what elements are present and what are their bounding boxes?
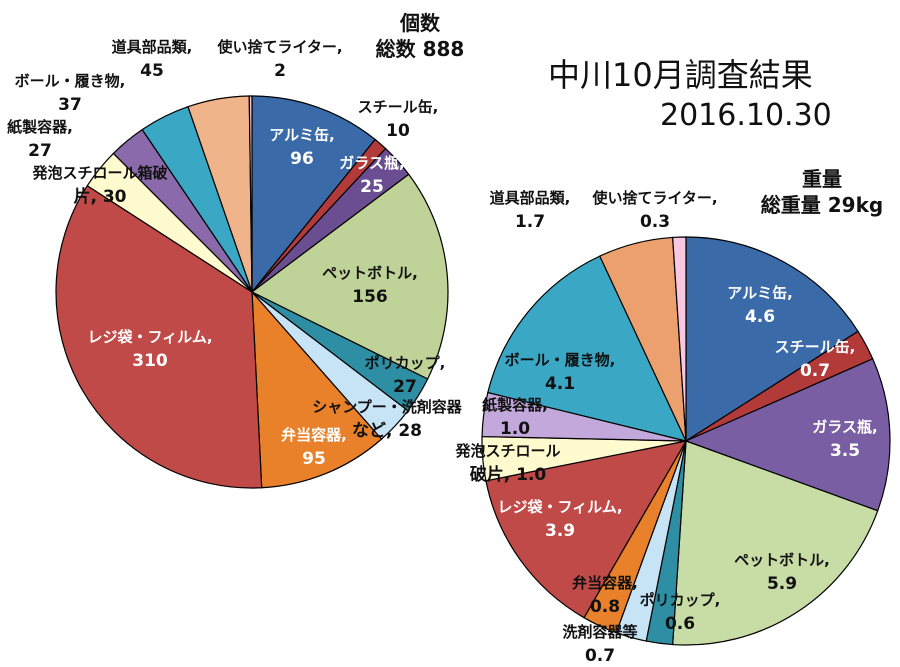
weight-chart-title: 重量	[802, 167, 842, 191]
count-label-1: スチール缶, 10	[358, 98, 439, 141]
survey-date: 2016.10.30	[660, 98, 832, 133]
count-chart-header: 個数 総数 888	[355, 10, 485, 62]
weight-slice-0	[685, 236, 859, 443]
weight-label-5: 洗剤容器等 0.7	[562, 623, 637, 666]
weight-slice-3	[672, 440, 879, 646]
weight-label-0: アルミ缶, 4.6	[727, 284, 793, 327]
weight-label-6: 弁当容器, 0.8	[572, 574, 638, 617]
count-label-5: シャンプー・洗剤容器など, 28	[312, 398, 463, 441]
count-label-6: 弁当容器, 95	[281, 426, 347, 469]
count-slice-0	[251, 95, 376, 294]
weight-slice-10	[487, 255, 688, 442]
count-label-8: 発泡スチロール箱破片, 30	[31, 164, 167, 207]
count-chart-title: 個数	[400, 11, 440, 35]
page-title: 中川10月調査結果	[548, 56, 813, 94]
count-slice-12	[248, 95, 253, 293]
weight-slice-2	[684, 358, 891, 512]
count-label-2: ガラス瓶, 25	[339, 154, 404, 197]
weight-label-8: 発泡スチロール破片, 1.0	[454, 442, 560, 485]
count-label-3: ペットボトル, 156	[322, 264, 418, 307]
weight-label-9: 紙製容器, 1.0	[482, 396, 548, 439]
count-slice-7	[55, 184, 263, 489]
weight-label-7: レジ袋・フィルム, 3.9	[497, 498, 622, 541]
count-label-7: レジ袋・フィルム, 310	[87, 328, 212, 371]
weight-label-2: ガラス瓶, 3.5	[812, 418, 877, 461]
count-label-10: ボール・履き物, 37	[15, 72, 126, 115]
weight-chart-total: 総重量 29kg	[760, 193, 884, 217]
weight-label-11: 道具部品類, 1.7	[490, 189, 571, 232]
weight-label-3: ペットボトル, 5.9	[734, 551, 830, 594]
weight-label-4: ポリカップ, 0.6	[640, 591, 721, 634]
count-slice-6	[251, 290, 383, 489]
weight-slice-7	[485, 440, 688, 619]
count-slice-3	[250, 173, 449, 380]
count-chart-total: 総数 888	[375, 37, 465, 61]
weight-label-1: スチール缶, 0.7	[775, 338, 856, 381]
count-label-0: アルミ缶, 96	[269, 126, 335, 169]
count-label-4: ポリカップ, 27	[365, 354, 446, 397]
weight-chart-header: 重量 総重量 29kg	[752, 166, 892, 218]
weight-label-12: 使い捨てライター, 0.3	[591, 189, 717, 232]
count-label-12: 使い捨てライター, 2	[216, 38, 342, 81]
weight-slice-12	[672, 236, 687, 442]
weight-label-10: ボール・履き物, 4.1	[505, 351, 616, 394]
count-label-11: 道具部品類, 45	[112, 38, 193, 81]
count-label-9: 紙製容器, 27	[7, 118, 73, 161]
